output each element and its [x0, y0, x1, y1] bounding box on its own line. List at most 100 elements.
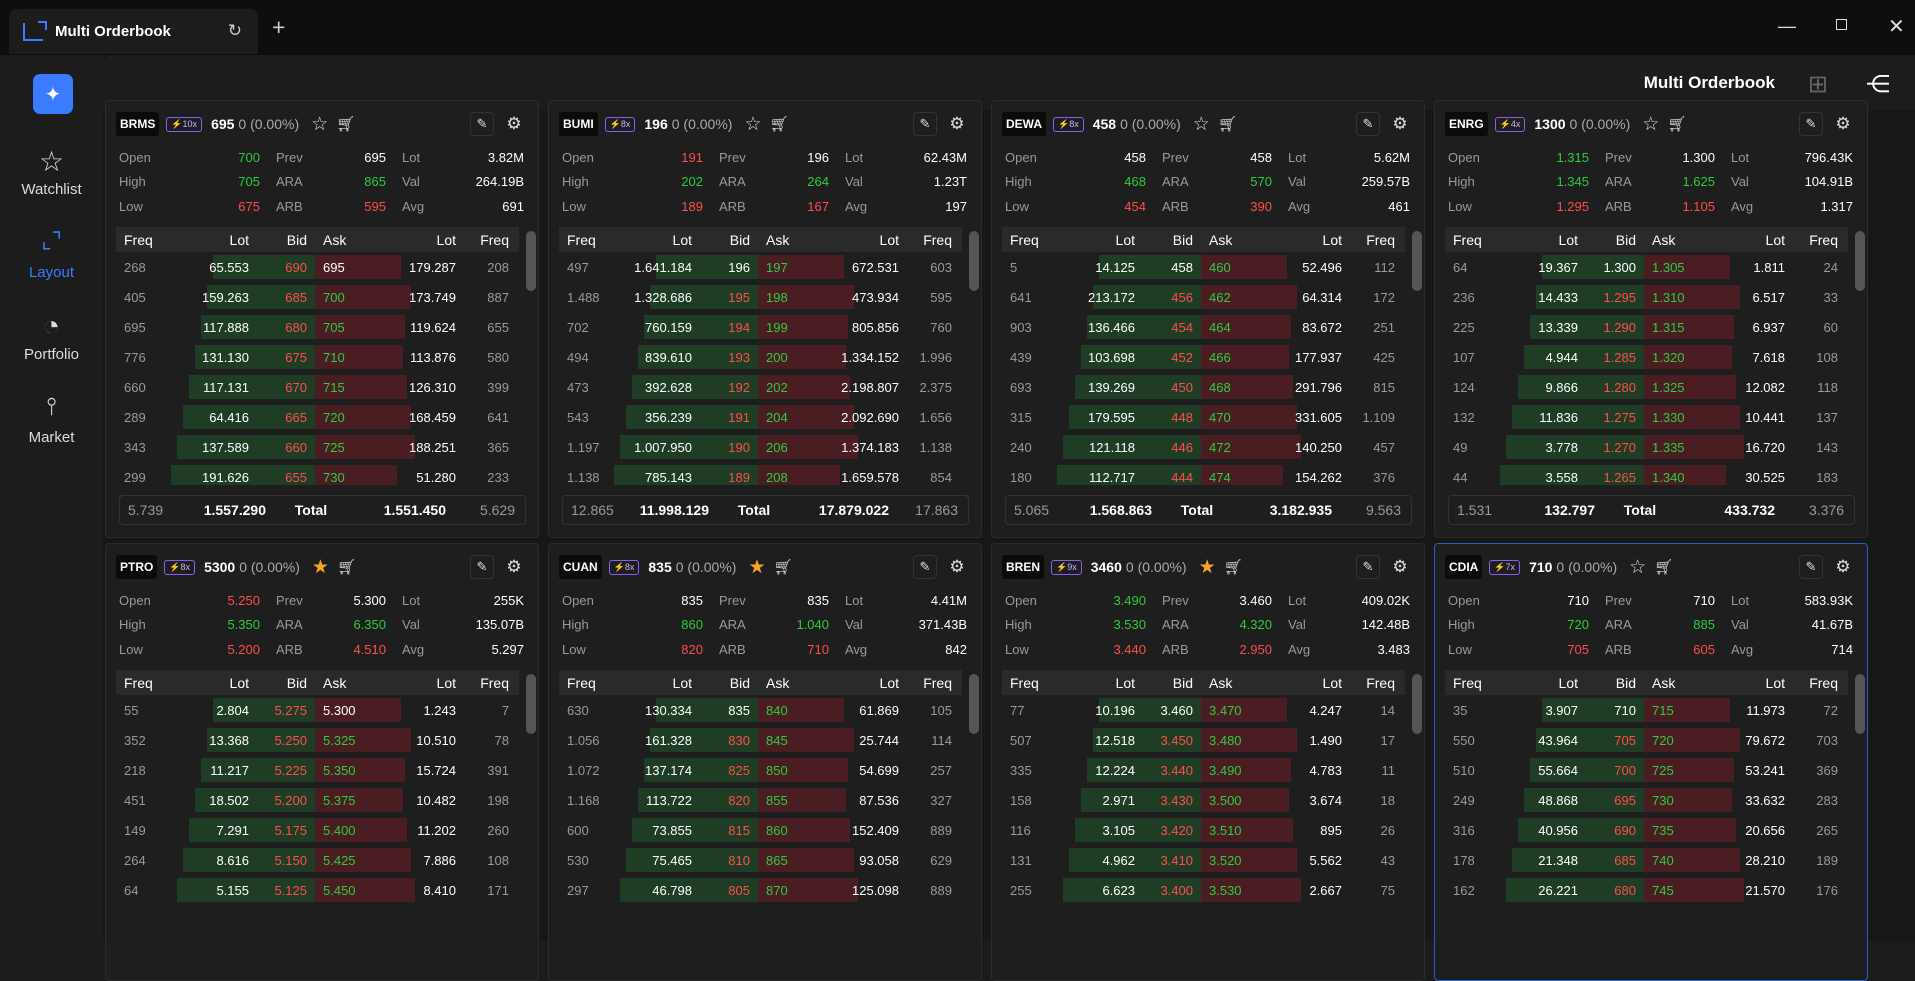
ask-price[interactable]: 710: [323, 349, 345, 365]
bid-price[interactable]: 194: [728, 319, 750, 335]
cart-icon[interactable]: 🛒︎: [1667, 116, 1687, 133]
table-row[interactable]: 405 159.263 685 700 173.749 887: [116, 282, 519, 312]
table-row[interactable]: 510 55.664 700 725 53.241 369: [1445, 755, 1848, 785]
ask-price[interactable]: 208: [766, 469, 788, 485]
bid-price[interactable]: 3.430: [1160, 792, 1193, 808]
ask-price[interactable]: 5.400: [323, 822, 356, 838]
refresh-icon[interactable]: ↻: [227, 21, 242, 40]
ask-price[interactable]: 5.350: [323, 762, 356, 778]
bid-price[interactable]: 690: [285, 259, 307, 275]
table-row[interactable]: 543 356.239 191 204 2.092.690 1.656: [559, 402, 962, 432]
bid-price[interactable]: 3.420: [1160, 822, 1193, 838]
bid-price[interactable]: 190: [728, 439, 750, 455]
edit-icon[interactable]: ✎: [1356, 112, 1380, 136]
scrollbar[interactable]: [969, 231, 979, 291]
ask-price[interactable]: 5.375: [323, 792, 356, 808]
symbol-badge[interactable]: CUAN: [559, 555, 602, 579]
sidebar-item-market[interactable]: ⫯ Market: [0, 393, 103, 446]
table-row[interactable]: 1.197 1.007.950 190 206 1.374.183 1.138: [559, 432, 962, 462]
favorite-star-icon[interactable]: ☆: [1192, 113, 1210, 135]
bid-price[interactable]: 705: [1614, 732, 1636, 748]
bid-price[interactable]: 1.275: [1603, 409, 1636, 425]
table-row[interactable]: 297 46.798 805 870 125.098 889: [559, 875, 962, 905]
gear-icon[interactable]: ⚙: [1835, 114, 1851, 133]
ask-price[interactable]: 199: [766, 319, 788, 335]
ask-price[interactable]: 1.340: [1652, 469, 1685, 485]
bid-price[interactable]: 5.200: [274, 792, 307, 808]
table-row[interactable]: 660 117.131 670 715 126.310 399: [116, 372, 519, 402]
table-row[interactable]: 1.488 1.328.686 195 198 473.934 595: [559, 282, 962, 312]
table-row[interactable]: 695 117.888 680 705 119.624 655: [116, 312, 519, 342]
table-row[interactable]: 903 136.466 454 464 83.672 251: [1002, 312, 1405, 342]
table-row[interactable]: 64 19.367 1.300 1.305 1.811 24: [1445, 252, 1848, 282]
favorite-star-icon[interactable]: ★: [748, 556, 766, 578]
ask-price[interactable]: 1.305: [1652, 259, 1685, 275]
gear-icon[interactable]: ⚙: [1392, 114, 1408, 133]
table-row[interactable]: 335 12.224 3.440 3.490 4.783 11: [1002, 755, 1405, 785]
table-row[interactable]: 693 139.269 450 468 291.796 815: [1002, 372, 1405, 402]
table-row[interactable]: 439 103.698 452 466 177.937 425: [1002, 342, 1405, 372]
new-tab-button[interactable]: +: [272, 14, 286, 40]
bid-price[interactable]: 660: [285, 439, 307, 455]
table-row[interactable]: 55 2.804 5.275 5.300 1.243 7: [116, 695, 519, 725]
sidebar-item-layout[interactable]: ⌞⌝ Layout: [0, 228, 103, 281]
scrollbar[interactable]: [1855, 231, 1865, 291]
bid-price[interactable]: 1.265: [1603, 469, 1636, 485]
ask-price[interactable]: 200: [766, 349, 788, 365]
ask-price[interactable]: 197: [766, 259, 788, 275]
bid-price[interactable]: 3.410: [1160, 852, 1193, 868]
bid-price[interactable]: 710: [1614, 702, 1636, 718]
symbol-badge[interactable]: PTRO: [116, 555, 158, 579]
table-row[interactable]: 497 1.641.184 196 197 672.531 603: [559, 252, 962, 282]
favorite-star-icon[interactable]: ☆: [311, 113, 329, 135]
sidebar-item-watchlist[interactable]: ☆ Watchlist: [0, 145, 103, 198]
table-row[interactable]: 550 43.964 705 720 79.672 703: [1445, 725, 1848, 755]
bid-price[interactable]: 5.125: [274, 882, 307, 898]
bid-price[interactable]: 5.275: [274, 702, 307, 718]
bid-price[interactable]: 835: [728, 702, 750, 718]
ask-price[interactable]: 204: [766, 409, 788, 425]
bid-price[interactable]: 1.270: [1603, 439, 1636, 455]
table-row[interactable]: 507 12.518 3.450 3.480 1.490 17: [1002, 725, 1405, 755]
table-row[interactable]: 299 191.626 655 730 51.280 233: [116, 462, 519, 485]
table-row[interactable]: 255 6.623 3.400 3.530 2.667 75: [1002, 875, 1405, 905]
bid-price[interactable]: 670: [285, 379, 307, 395]
ask-price[interactable]: 3.530: [1209, 882, 1242, 898]
edit-icon[interactable]: ✎: [1799, 555, 1823, 579]
ask-price[interactable]: 1.325: [1652, 379, 1685, 395]
bid-price[interactable]: 448: [1171, 409, 1193, 425]
table-row[interactable]: 530 75.465 810 865 93.058 629: [559, 845, 962, 875]
bid-price[interactable]: 675: [285, 349, 307, 365]
ask-price[interactable]: 715: [323, 379, 345, 395]
symbol-badge[interactable]: BRMS: [116, 112, 160, 136]
table-row[interactable]: 315 179.595 448 470 331.605 1.109: [1002, 402, 1405, 432]
ask-price[interactable]: 725: [1652, 762, 1674, 778]
gear-icon[interactable]: ⚙: [1392, 557, 1408, 576]
gear-icon[interactable]: ⚙: [1835, 557, 1851, 576]
symbol-badge[interactable]: ENRG: [1445, 112, 1488, 136]
bid-price[interactable]: 1.300: [1603, 259, 1636, 275]
ask-price[interactable]: 740: [1652, 852, 1674, 868]
ask-price[interactable]: 840: [766, 702, 788, 718]
cart-icon[interactable]: 🛒︎: [1217, 116, 1237, 133]
symbol-badge[interactable]: BREN: [1002, 555, 1045, 579]
bid-price[interactable]: 196: [728, 259, 750, 275]
ask-price[interactable]: 1.310: [1652, 289, 1685, 305]
table-row[interactable]: 316 40.956 690 735 20.656 265: [1445, 815, 1848, 845]
ask-price[interactable]: 3.510: [1209, 822, 1242, 838]
ask-price[interactable]: 466: [1209, 349, 1231, 365]
ask-price[interactable]: 860: [766, 822, 788, 838]
table-row[interactable]: 641 213.172 456 462 64.314 172: [1002, 282, 1405, 312]
ask-price[interactable]: 3.480: [1209, 732, 1242, 748]
favorite-star-icon[interactable]: ★: [1198, 556, 1216, 578]
ask-price[interactable]: 870: [766, 882, 788, 898]
ask-price[interactable]: 462: [1209, 289, 1231, 305]
bid-price[interactable]: 665: [285, 409, 307, 425]
bid-price[interactable]: 5.250: [274, 732, 307, 748]
ask-price[interactable]: 5.300: [323, 702, 356, 718]
ask-price[interactable]: 5.450: [323, 882, 356, 898]
table-row[interactable]: 1.168 113.722 820 855 87.536 327: [559, 785, 962, 815]
table-row[interactable]: 116 3.105 3.420 3.510 895 26: [1002, 815, 1405, 845]
ask-price[interactable]: 472: [1209, 439, 1231, 455]
symbol-badge[interactable]: BUMI: [559, 112, 598, 136]
